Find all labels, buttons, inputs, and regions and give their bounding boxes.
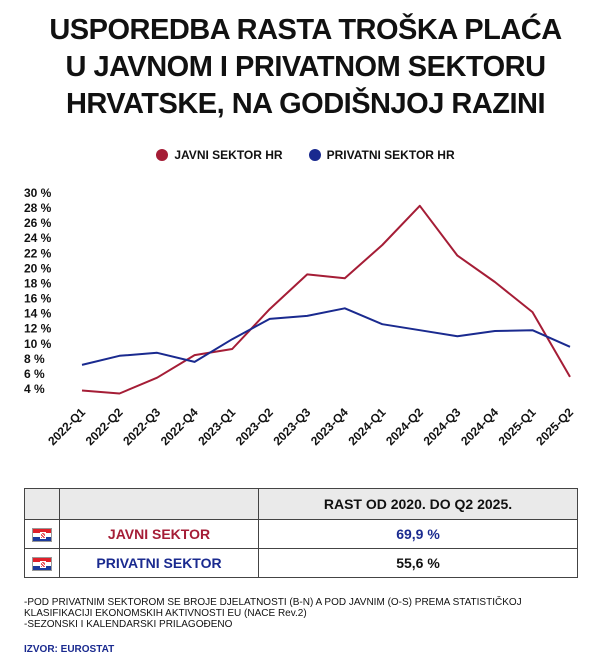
row-label-privatni: PRIVATNI SEKTOR bbox=[59, 548, 259, 578]
legend-item-javni: JAVNI SEKTOR HR bbox=[156, 148, 283, 162]
x-tick-label: 2025-Q1 bbox=[496, 405, 539, 448]
line-chart: 30 %28 %26 %24 %22 %20 %18 % 16 %14 %12 %… bbox=[24, 186, 576, 448]
legend-item-privatni: PRIVATNI SEKTOR HR bbox=[308, 148, 455, 162]
header-empty-cell bbox=[59, 488, 259, 520]
title-line-1: USPOREDBA RASTA TROŠKA PLAĆA bbox=[49, 14, 562, 46]
legend-label-privatni: PRIVATNI SEKTOR HR bbox=[326, 148, 455, 162]
x-tick-label: 2024-Q2 bbox=[383, 405, 426, 448]
y-tick-label: 12 % bbox=[24, 322, 52, 336]
x-tick-label: 2024-Q4 bbox=[458, 405, 501, 448]
y-tick-label: 20 % bbox=[24, 261, 52, 275]
y-tick-label: 16 % bbox=[24, 292, 52, 306]
x-tick-label: 2023-Q2 bbox=[233, 405, 276, 448]
y-tick-label: 22 % bbox=[24, 246, 52, 260]
x-tick-label: 2023-Q1 bbox=[195, 405, 238, 448]
table-row: PRIVATNI SEKTOR 55,6 % bbox=[24, 548, 578, 578]
summary-table-header: RAST OD 2020. DO Q2 2025. bbox=[258, 488, 578, 520]
y-tick-label: 26 % bbox=[24, 216, 52, 230]
footnote-2: -SEZONSKI I KALENDARSKI PRILAGOĐENO bbox=[24, 619, 233, 630]
y-tick-label: 28 % bbox=[24, 201, 52, 215]
chart-legend: JAVNI SEKTOR HR PRIVATNI SEKTOR HR bbox=[0, 148, 611, 162]
croatia-flag-icon bbox=[32, 557, 52, 572]
header-empty-cell bbox=[24, 488, 60, 520]
chart-title: USPOREDBA RASTA TROŠKA PLAĆA U JAVNOM I … bbox=[0, 12, 611, 123]
title-line-2: U JAVNOM I PRIVATNOM SEKTORU bbox=[65, 51, 546, 83]
y-tick-label: 4 % bbox=[24, 382, 45, 396]
x-tick-label: 2022-Q2 bbox=[83, 405, 126, 448]
x-tick-label: 2025-Q2 bbox=[533, 405, 576, 448]
y-tick-label: 30 % bbox=[24, 186, 52, 200]
series-line-javni bbox=[81, 204, 571, 395]
x-tick-label: 2024-Q3 bbox=[421, 405, 464, 448]
summary-table: RAST OD 2020. DO Q2 2025. JAVNI SEKTOR 6… bbox=[24, 488, 578, 578]
x-tick-label: 2022-Q4 bbox=[158, 405, 201, 448]
table-row: JAVNI SEKTOR 69,9 % bbox=[24, 519, 578, 549]
y-tick-label: 18 % bbox=[24, 276, 52, 290]
x-tick-label: 2022-Q3 bbox=[120, 405, 163, 448]
row-value-privatni: 55,6 % bbox=[258, 548, 578, 578]
legend-dot-privatni bbox=[308, 149, 321, 161]
y-tick-label: 10 % bbox=[24, 337, 52, 351]
y-tick-label: 14 % bbox=[24, 307, 52, 321]
series-line-privatni bbox=[81, 307, 571, 366]
x-tick-label: 2023-Q3 bbox=[270, 405, 313, 448]
flag-cell bbox=[24, 548, 60, 578]
source-label: IZVOR: EUROSTAT bbox=[24, 644, 115, 655]
y-tick-label: 6 % bbox=[24, 367, 45, 381]
flag-cell bbox=[24, 519, 60, 549]
y-tick-label: 8 % bbox=[24, 352, 45, 366]
summary-table-header-row: RAST OD 2020. DO Q2 2025. bbox=[24, 488, 578, 520]
row-value-javni: 69,9 % bbox=[258, 519, 578, 549]
title-line-3: HRVATSKE, NA GODIŠNJOJ RAZINI bbox=[65, 88, 546, 120]
footnote-1: -POD PRIVATNIM SEKTOROM SE BROJE DJELATN… bbox=[24, 597, 522, 619]
legend-label-javni: JAVNI SEKTOR HR bbox=[174, 148, 283, 162]
x-tick-label: 2023-Q4 bbox=[308, 405, 351, 448]
footnotes: -POD PRIVATNIM SEKTOROM SE BROJE DJELATN… bbox=[24, 597, 584, 630]
legend-dot-javni bbox=[156, 149, 169, 161]
x-tick-label: 2024-Q1 bbox=[346, 405, 389, 448]
y-tick-label: 24 % bbox=[24, 231, 52, 245]
x-tick-label: 2022-Q1 bbox=[45, 405, 88, 448]
croatia-flag-icon bbox=[32, 528, 52, 543]
row-label-javni: JAVNI SEKTOR bbox=[59, 519, 259, 549]
